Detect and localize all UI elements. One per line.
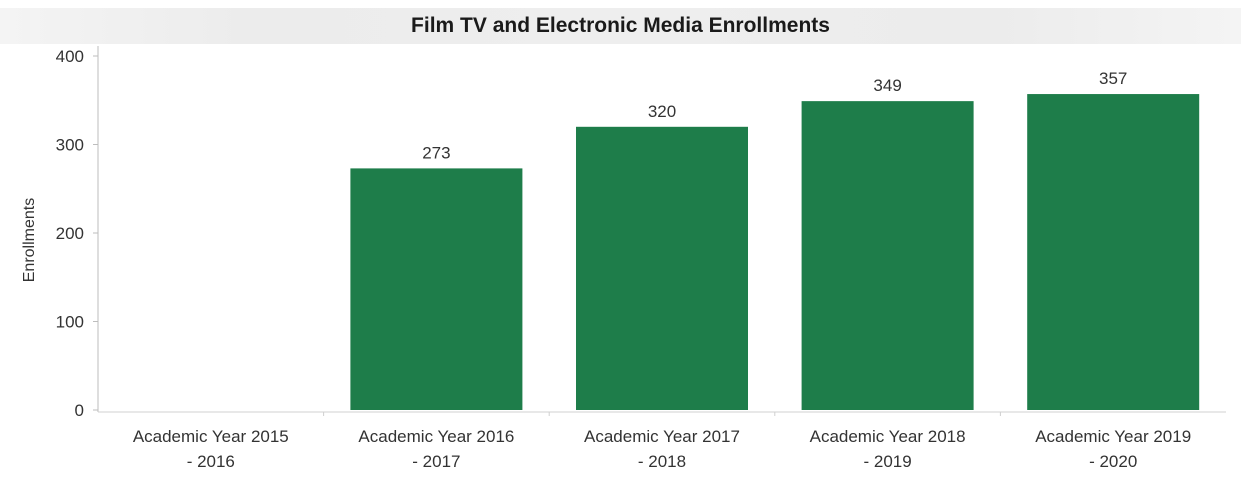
x-tick-label: - 2016 bbox=[187, 452, 235, 471]
bar[interactable] bbox=[801, 101, 974, 410]
data-label: 349 bbox=[873, 76, 901, 95]
x-tick-label: - 2018 bbox=[638, 452, 686, 471]
title-bar bbox=[0, 8, 1241, 44]
x-tick-label: Academic Year 2015 bbox=[133, 427, 289, 446]
x-tick-label: - 2017 bbox=[412, 452, 460, 471]
bar[interactable] bbox=[576, 126, 748, 411]
data-label: 273 bbox=[422, 143, 450, 162]
x-tick-label: Academic Year 2016 bbox=[358, 427, 514, 446]
labels: Academic Year 2015 - 2016 273 Academic Year… bbox=[133, 69, 1191, 471]
x-tick-label: Academic Year 2018 bbox=[810, 427, 966, 446]
axes: 0 100 200 300 400 bbox=[56, 46, 1226, 420]
x-tick-label: Academic Year 2019 bbox=[1035, 427, 1191, 446]
y-tick-label: 200 bbox=[56, 224, 84, 243]
y-tick-label: 300 bbox=[56, 136, 84, 155]
data-label: 357 bbox=[1099, 69, 1127, 88]
bars bbox=[350, 94, 1200, 411]
y-tick-label: 400 bbox=[56, 47, 84, 66]
x-tick-label: - 2019 bbox=[863, 452, 911, 471]
bar[interactable] bbox=[350, 168, 523, 410]
data-label: 320 bbox=[648, 102, 676, 121]
x-tick-label: Academic Year 2017 bbox=[584, 427, 740, 446]
bar[interactable] bbox=[1027, 94, 1200, 411]
y-axis-title: Enrollments bbox=[21, 198, 38, 282]
y-tick-label: 100 bbox=[56, 313, 84, 332]
y-tick-label: 0 bbox=[75, 401, 84, 420]
x-tick-label: - 2020 bbox=[1089, 452, 1137, 471]
chart-title: Film TV and Electronic Media Enrollments bbox=[411, 14, 830, 37]
